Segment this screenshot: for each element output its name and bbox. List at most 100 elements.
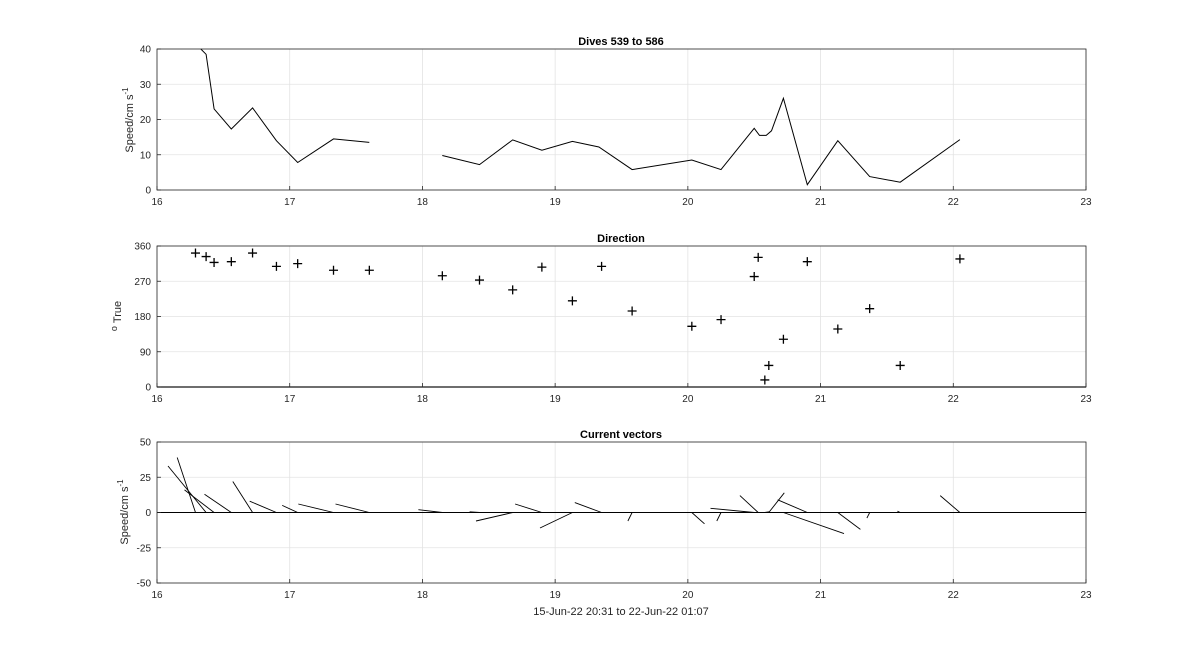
direction-y-tick-label: 90 bbox=[140, 347, 152, 358]
speed-marks bbox=[200, 48, 961, 186]
vectors-y-tick-label: 50 bbox=[140, 438, 152, 449]
vectors-panel: 16 17 18 19 20 21 22 23 -50 -25 0 25 50 Current vect… bbox=[116, 429, 1092, 618]
direction-x-tick-label: 20 bbox=[682, 394, 694, 405]
vectors-x-tick-label: 17 bbox=[284, 590, 296, 601]
speed-line-segment bbox=[200, 48, 370, 164]
current-vector bbox=[897, 510, 901, 513]
speed-panel: 16 17 18 19 20 21 22 23 0 10 20 30 40 Dives 539 to 5… bbox=[121, 36, 1092, 208]
direction-point bbox=[895, 360, 905, 370]
direction-point bbox=[293, 259, 303, 269]
current-vector bbox=[777, 499, 808, 513]
current-vector bbox=[298, 503, 334, 513]
direction-point bbox=[201, 252, 211, 262]
current-vector bbox=[939, 495, 961, 513]
speed-y-tick-label: 10 bbox=[140, 150, 152, 161]
direction-point bbox=[802, 257, 812, 267]
vectors-x-tick-label: 22 bbox=[948, 590, 960, 601]
current-vector bbox=[335, 503, 370, 513]
direction-point bbox=[364, 265, 374, 275]
speed-y-tick-label: 0 bbox=[145, 186, 151, 197]
vectors-y-axis-label: Speed/cm s-1 bbox=[116, 479, 131, 545]
vectors-ticks: 16 17 18 19 20 21 22 23 -50 -25 0 25 50 bbox=[137, 438, 1092, 602]
speed-ylabel-exponent: -1 bbox=[121, 87, 130, 95]
vectors-title: Current vectors bbox=[580, 429, 662, 441]
current-vector bbox=[739, 495, 759, 513]
current-vector bbox=[167, 465, 207, 513]
speed-y-tick-label: 40 bbox=[140, 45, 152, 56]
vectors-x-tick-label: 18 bbox=[417, 590, 429, 601]
direction-x-tick-label: 18 bbox=[417, 394, 429, 405]
speed-line-segment bbox=[442, 96, 961, 186]
direction-point bbox=[209, 257, 219, 267]
direction-x-tick-label: 19 bbox=[550, 394, 562, 405]
current-vector bbox=[783, 512, 845, 535]
vectors-ylabel-exponent: -1 bbox=[116, 479, 125, 487]
direction-title: Direction bbox=[597, 233, 645, 245]
direction-ylabel-text: True bbox=[112, 301, 124, 323]
direction-point bbox=[508, 285, 518, 295]
vectors-y-tick-label: 0 bbox=[145, 508, 151, 519]
current-vector bbox=[627, 512, 633, 522]
direction-y-tick-label: 180 bbox=[134, 312, 151, 323]
current-vector bbox=[514, 503, 543, 513]
current-vector bbox=[232, 481, 253, 513]
direction-x-tick-label: 23 bbox=[1080, 394, 1092, 405]
vectors-x-tick-label: 16 bbox=[151, 590, 163, 601]
direction-point bbox=[437, 271, 447, 281]
current-vector bbox=[282, 504, 298, 513]
speed-x-tick-label: 16 bbox=[151, 197, 163, 208]
direction-point bbox=[716, 315, 726, 325]
vectors-x-axis-label: 15-Jun-22 20:31 to 22-Jun-22 01:07 bbox=[533, 606, 709, 618]
vectors-y-tick-label: 25 bbox=[140, 473, 152, 484]
direction-point bbox=[760, 375, 770, 385]
current-vector bbox=[710, 507, 755, 513]
direction-y-tick-label: 270 bbox=[134, 277, 151, 288]
current-vector bbox=[184, 489, 215, 513]
direction-point bbox=[567, 296, 577, 306]
direction-y-tick-label: 0 bbox=[145, 383, 151, 394]
vectors-y-tick-label: -50 bbox=[137, 579, 152, 590]
vectors-ylabel-text: Speed/cm s bbox=[119, 486, 131, 545]
direction-point bbox=[627, 306, 637, 316]
speed-x-tick-label: 23 bbox=[1080, 197, 1092, 208]
vectors-x-tick-label: 20 bbox=[682, 590, 694, 601]
current-vector bbox=[768, 492, 785, 513]
direction-point bbox=[687, 321, 697, 331]
current-vector bbox=[176, 457, 196, 513]
vectors-marks bbox=[157, 457, 1086, 535]
vectors-y-tick-label: -25 bbox=[137, 543, 152, 554]
current-vector bbox=[539, 512, 573, 529]
speed-x-tick-label: 18 bbox=[417, 197, 429, 208]
direction-point bbox=[753, 252, 763, 262]
speed-ticks: 16 17 18 19 20 21 22 23 0 10 20 30 40 bbox=[140, 45, 1092, 209]
speed-x-tick-label: 21 bbox=[815, 197, 827, 208]
direction-x-tick-label: 22 bbox=[948, 394, 960, 405]
speed-title: Dives 539 to 586 bbox=[578, 36, 664, 48]
direction-point bbox=[833, 324, 843, 334]
current-vector bbox=[837, 512, 861, 530]
current-vector bbox=[866, 512, 871, 519]
vectors-x-tick-label: 21 bbox=[815, 590, 827, 601]
vectors-x-tick-label: 23 bbox=[1080, 590, 1092, 601]
speed-x-tick-label: 20 bbox=[682, 197, 694, 208]
direction-point bbox=[865, 304, 875, 314]
current-vector bbox=[574, 502, 602, 513]
current-vector bbox=[249, 500, 277, 513]
speed-y-tick-label: 30 bbox=[140, 80, 152, 91]
speed-y-axis-label: Speed/cm s-1 bbox=[121, 87, 136, 153]
speed-x-tick-label: 17 bbox=[284, 197, 296, 208]
direction-point bbox=[474, 275, 484, 285]
direction-point bbox=[955, 254, 965, 264]
direction-point bbox=[749, 272, 759, 282]
direction-x-tick-label: 21 bbox=[815, 394, 827, 405]
current-vector bbox=[469, 511, 480, 513]
current-vector bbox=[204, 493, 232, 513]
direction-y-tick-label: 360 bbox=[134, 242, 151, 253]
current-vector bbox=[716, 512, 722, 522]
speed-x-tick-label: 22 bbox=[948, 197, 960, 208]
direction-point bbox=[778, 334, 788, 344]
direction-y-axis-label: o True bbox=[109, 301, 124, 331]
direction-point bbox=[226, 257, 236, 267]
direction-ticks: 16 17 18 19 20 21 22 23 0 90 180 270 360 bbox=[134, 242, 1092, 406]
